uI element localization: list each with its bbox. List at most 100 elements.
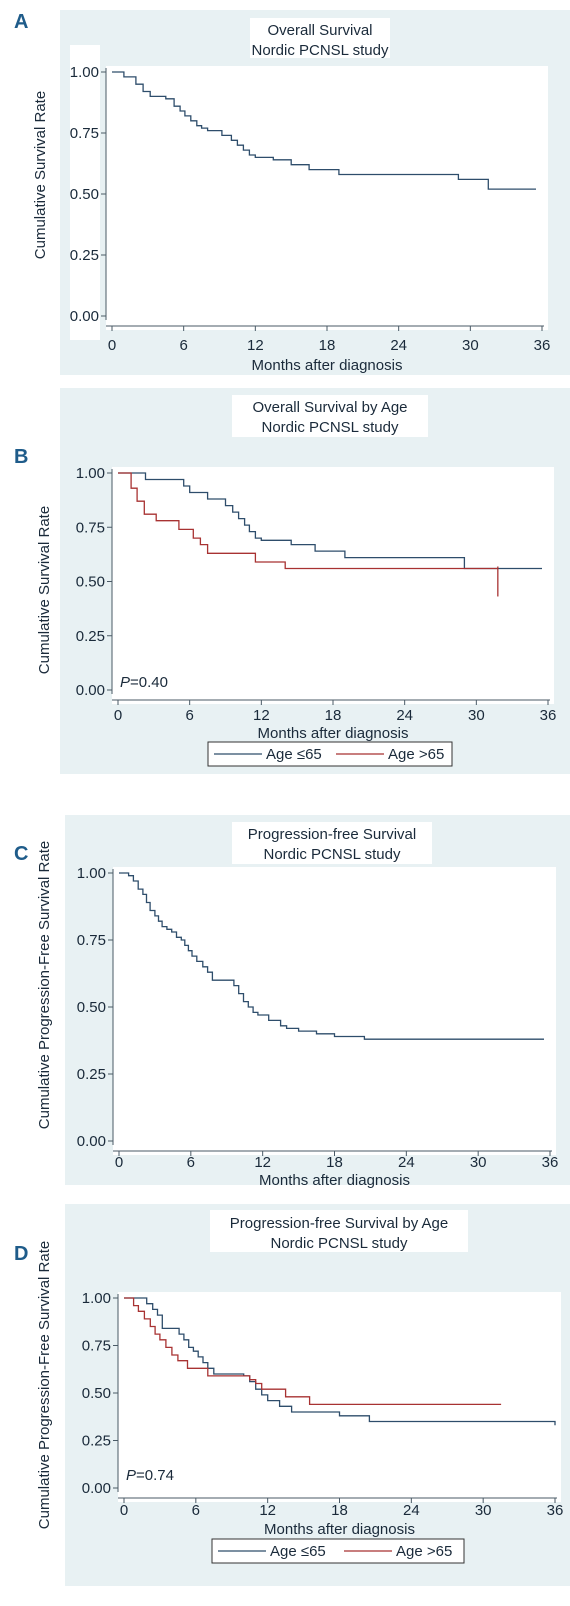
x-tick-label: 6 [185,707,193,724]
chart-title-line: Nordic PCNSL study [264,846,401,863]
title-box [232,395,428,437]
y-axis-label: Cumulative Survival Rate [36,506,53,674]
plot-area [112,467,554,704]
plot-area [118,1292,561,1502]
x-tick-label: 6 [187,1154,195,1171]
plot-area [113,867,556,1155]
p-value-annotation: P=0.74 [126,1467,174,1484]
x-tick-label: 18 [326,1154,343,1171]
series-line-1 [124,1297,556,1426]
panel-a: Overall Survival Nordic PCNSL study A 0.00 0… [14,10,570,375]
x-axis-label: Months after diagnosis [252,357,403,374]
y-tick-label: 1.00 [70,64,99,81]
y-axis-label: Cumulative Progression-Free Survival Rat… [36,1241,53,1529]
y-tick-label: 0.25 [77,1066,106,1083]
y-tick-label: 0.25 [82,1433,111,1450]
x-tick-label: 18 [325,707,342,724]
panel-b: Overall Survival by Age Nordic PCNSL stud… [14,388,570,774]
y-tick-label: 0.50 [70,186,99,203]
y-tick-label: 1.00 [77,865,106,882]
x-tick-label: 24 [390,337,407,354]
x-tick-label: 6 [192,1502,200,1519]
y-tick-label: 0.75 [82,1338,111,1355]
chart-title-line: Progression-free Survival by Age [230,1215,448,1232]
chart-title-line: Nordic PCNSL study [271,1235,408,1252]
x-tick-label: 36 [547,1502,564,1519]
legend-entry-1: Age ≤65 [266,746,322,763]
panel-label: C [14,843,28,865]
x-tick-label: 0 [114,707,122,724]
title-box [210,1210,468,1252]
x-tick-label: 30 [468,707,485,724]
legend-entry-2: Age >65 [396,1543,452,1560]
x-tick-label: 30 [470,1154,487,1171]
y-tick-label: 0.50 [82,1385,111,1402]
x-tick-label: 36 [534,337,551,354]
panel-d: Progression-free Survival by Age Nordic P… [14,1204,570,1586]
y-tick-label: 1.00 [82,1290,111,1307]
y-tick-label: 0.75 [76,519,105,536]
x-tick-label: 12 [254,1154,271,1171]
series-line-1 [118,472,542,570]
legend-entry-2: Age >65 [388,746,444,763]
x-tick-label: 12 [259,1502,276,1519]
y-tick-label: 0.50 [77,999,106,1016]
panel-label: D [14,1243,28,1265]
title-box [250,18,390,58]
series-line-1 [112,71,536,190]
chart-title-line: Nordic PCNSL study [262,419,399,436]
x-tick-label: 36 [542,1154,559,1171]
x-tick-label: 0 [120,1502,128,1519]
p-value: =0.74 [136,1467,174,1484]
x-axis-label: Months after diagnosis [259,1172,410,1189]
y-tick-label: 0.75 [77,932,106,949]
chart-title-line: Nordic PCNSL study [252,42,389,59]
x-tick-label: 36 [540,707,557,724]
legend: Age ≤65 Age >65 [211,1538,465,1564]
y-tick-label: 0.00 [77,1133,106,1150]
p-symbol: P [126,1467,136,1484]
legend-entry-1: Age ≤65 [270,1543,326,1560]
x-tick-label: 18 [331,1502,348,1519]
x-tick-label: 0 [108,337,116,354]
y-tick-label: 0.25 [70,247,99,264]
x-axis-label: Months after diagnosis [258,725,409,742]
x-tick-label: 30 [475,1502,492,1519]
chart-title-line: Overall Survival [267,22,372,39]
y-axis-label: Cumulative Progression-Free Survival Rat… [36,841,53,1129]
y-tick-label: 0.00 [82,1480,111,1497]
y-axis-label: Cumulative Survival Rate [32,91,49,259]
p-symbol: P [120,674,130,691]
series-line-1 [119,872,544,1040]
x-tick-label: 12 [253,707,270,724]
p-value: =0.40 [130,674,168,691]
x-tick-label: 24 [396,707,413,724]
plot-area [106,66,548,330]
x-tick-label: 18 [319,337,336,354]
title-box [232,822,432,864]
x-axis-label: Months after diagnosis [264,1521,415,1538]
y-tick-label: 0.00 [70,308,99,325]
panel-label: B [14,446,28,468]
y-tick-label: 0.75 [70,125,99,142]
y-tick-label: 0.00 [76,682,105,699]
p-value-annotation: P=0.40 [120,674,168,691]
panel-c: Progression-free Survival Nordic PCNSL st… [14,815,570,1189]
tick-label-area [70,45,100,340]
y-tick-label: 0.25 [76,628,105,645]
x-tick-label: 24 [403,1502,420,1519]
legend: Age ≤65 Age >65 [207,741,453,767]
x-tick-label: 6 [179,337,187,354]
series-line-2 [124,1297,502,1406]
y-tick-label: 0.50 [76,574,105,591]
chart-title-line: Overall Survival by Age [252,399,407,416]
x-tick-label: 0 [115,1154,123,1171]
chart-title-line: Progression-free Survival [248,826,416,843]
x-tick-label: 24 [398,1154,415,1171]
panel-label: A [14,11,28,33]
x-tick-label: 30 [462,337,479,354]
y-tick-label: 1.00 [76,465,105,482]
x-tick-label: 12 [247,337,264,354]
series-line-2 [118,472,498,570]
